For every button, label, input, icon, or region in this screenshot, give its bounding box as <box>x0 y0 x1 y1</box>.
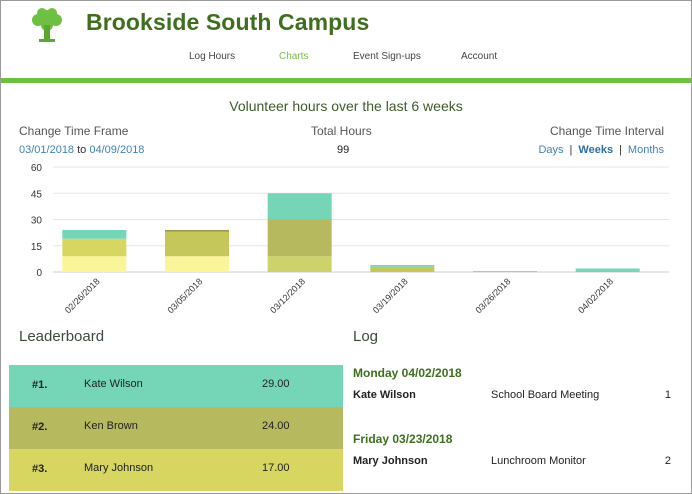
leaderboard-row: #3. Mary Johnson 17.00 <box>9 449 343 491</box>
bar-segment <box>575 268 640 272</box>
total-hours-label: Total Hours <box>311 124 372 138</box>
log-title: Log <box>353 328 379 345</box>
log-entry-name: Mary Johnson <box>353 455 428 467</box>
tree-logo-icon <box>32 8 62 42</box>
bar-segment <box>165 231 229 257</box>
nav-event-signups[interactable]: Event Sign-ups <box>353 51 421 62</box>
leaderboard-rank: #1. <box>32 379 48 391</box>
bar-segment <box>62 256 127 272</box>
bar-segment <box>165 230 229 232</box>
log-entry-hours: 1 <box>664 389 671 401</box>
header-divider <box>1 78 691 83</box>
x-tick-label: 03/19/2018 <box>371 276 410 315</box>
bar-segment <box>370 265 435 267</box>
x-tick-label: 04/02/2018 <box>576 276 615 315</box>
nav-charts[interactable]: Charts <box>279 51 309 62</box>
log-date: Friday 03/23/2018 <box>353 432 453 446</box>
leaderboard-name: Mary Johnson <box>84 462 154 474</box>
leaderboard-name: Kate Wilson <box>84 378 143 390</box>
hours-bar-chart: 0 15 30 45 60 02/26/2018 03/05/2018 03/12/2018 0… <box>31 163 669 315</box>
x-tick-label: 03/05/2018 <box>165 276 204 315</box>
leaderboard-hours: 17.00 <box>262 462 290 474</box>
y-tick-label: 30 <box>31 216 43 227</box>
date-range: 03/01/2018 to 04/09/2018 <box>19 144 144 156</box>
leaderboard-row: #1. Kate Wilson 29.00 <box>9 365 343 407</box>
total-hours-value: 99 <box>337 144 350 156</box>
y-tick-label: 0 <box>36 268 42 279</box>
interval-days-link[interactable]: Days <box>538 144 564 156</box>
site-title: Brookside South Campus <box>86 9 370 35</box>
bar-segment <box>62 238 127 257</box>
bar-segment <box>473 271 537 272</box>
chart-title: Volunteer hours over the last 6 weeks <box>229 98 463 114</box>
nav-log-hours[interactable]: Log Hours <box>189 51 236 62</box>
leaderboard-hours: 29.00 <box>262 378 290 390</box>
leaderboard-rank: #3. <box>32 463 48 475</box>
y-tick-label: 45 <box>31 189 43 200</box>
bar-segment <box>267 256 332 272</box>
log-entry-name: Kate Wilson <box>353 389 416 401</box>
x-tick-label: 03/12/2018 <box>268 276 307 315</box>
main-nav: Log Hours Charts Event Sign-ups Account <box>1 51 691 65</box>
time-interval-label: Change Time Interval <box>549 124 664 138</box>
leaderboard-name: Ken Brown <box>84 420 138 432</box>
bar-segment <box>267 193 332 220</box>
interval-selector: Days | Weeks | Months <box>538 144 664 156</box>
leaderboard-title: Leaderboard <box>19 328 105 345</box>
interval-weeks-link[interactable]: Weeks <box>578 144 614 156</box>
log-date: Monday 04/02/2018 <box>353 366 462 380</box>
bar-segment <box>165 256 229 272</box>
bar-segment <box>370 266 435 272</box>
y-tick-label: 15 <box>31 242 43 253</box>
log-entry-hours: 2 <box>664 455 671 467</box>
log-entry: Kate Wilson School Board Meeting 1 <box>353 389 671 403</box>
leaderboard-row: #2. Ken Brown 24.00 <box>9 407 343 449</box>
bar-segment <box>62 230 127 239</box>
time-frame-label: Change Time Frame <box>19 124 129 138</box>
x-tick-label: 02/26/2018 <box>63 276 102 315</box>
date-to-link[interactable]: 04/09/2018 <box>89 144 145 156</box>
date-to-word: to <box>77 144 87 156</box>
interval-separator: | <box>569 144 573 156</box>
nav-account[interactable]: Account <box>461 51 498 62</box>
leaderboard-hours: 24.00 <box>262 420 290 432</box>
leaderboard-table: #1. Kate Wilson 29.00 #2. Ken Brown 24.0… <box>9 365 343 491</box>
y-tick-label: 60 <box>31 163 43 174</box>
interval-separator: | <box>619 144 622 156</box>
interval-months-link[interactable]: Months <box>627 144 664 156</box>
leaderboard-rank: #2. <box>32 421 48 433</box>
x-tick-label: 03/26/2018 <box>473 276 512 315</box>
log-entry-event: Lunchroom Monitor <box>491 455 586 467</box>
log-entry-event: School Board Meeting <box>491 389 600 401</box>
bar-segment <box>267 219 332 257</box>
log-entry: Mary Johnson Lunchroom Monitor 2 <box>353 455 671 469</box>
date-from-link[interactable]: 03/01/2018 <box>19 144 75 156</box>
